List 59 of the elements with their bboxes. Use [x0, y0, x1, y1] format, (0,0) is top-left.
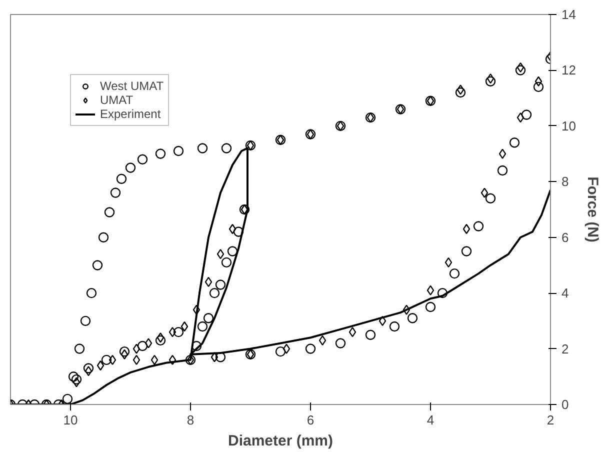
point [246, 349, 254, 360]
y-tick-label: 6 [562, 230, 569, 245]
point [444, 257, 452, 268]
point [192, 304, 200, 315]
x-tick-label: 6 [306, 412, 314, 428]
y-tick-label: 2 [562, 341, 569, 356]
point [426, 96, 434, 106]
point [156, 332, 164, 343]
point [402, 304, 410, 315]
point [180, 321, 188, 332]
y-tick-label: 8 [562, 174, 569, 190]
y-tick-label: 14 [562, 7, 576, 22]
point [336, 120, 344, 132]
point [186, 354, 194, 366]
legend-label: UMAT [100, 93, 134, 107]
x-tick-label: 8 [186, 412, 194, 428]
point [96, 360, 104, 371]
legend-label: West UMAT [100, 79, 164, 93]
y-tick-label: 10 [562, 118, 576, 134]
point [144, 338, 152, 348]
legend-label: Experiment [100, 107, 161, 121]
point [366, 112, 374, 123]
point [216, 248, 224, 260]
point [480, 188, 488, 198]
point [246, 140, 254, 151]
y-tick-label: 12 [562, 62, 576, 78]
point [228, 224, 236, 234]
point [204, 276, 212, 288]
point [456, 84, 464, 95]
point [276, 134, 284, 145]
point [462, 224, 470, 234]
point [318, 335, 326, 346]
x-tick-label: 10 [63, 412, 78, 428]
point [72, 377, 80, 388]
point [168, 326, 176, 338]
point [108, 354, 116, 366]
point [516, 112, 524, 123]
point [348, 326, 356, 338]
point [396, 104, 404, 114]
point [168, 354, 176, 366]
x-tick-label: 4 [426, 412, 434, 428]
point [426, 285, 434, 296]
point [516, 62, 524, 73]
point [498, 148, 506, 159]
point [534, 76, 542, 86]
y-tick-label: 4 [562, 286, 569, 301]
x-tick-label: 2 [546, 412, 554, 428]
point [486, 73, 494, 84]
point [120, 349, 128, 360]
point [282, 344, 290, 354]
point [84, 366, 92, 376]
point [210, 352, 218, 362]
y-axis-title: Force (N) [584, 176, 601, 242]
point [132, 354, 140, 366]
point [150, 354, 158, 366]
point [132, 344, 140, 354]
x-axis-title: Diameter (mm) [228, 432, 334, 450]
y-tick-label: 0 [562, 397, 569, 412]
point [378, 316, 386, 326]
